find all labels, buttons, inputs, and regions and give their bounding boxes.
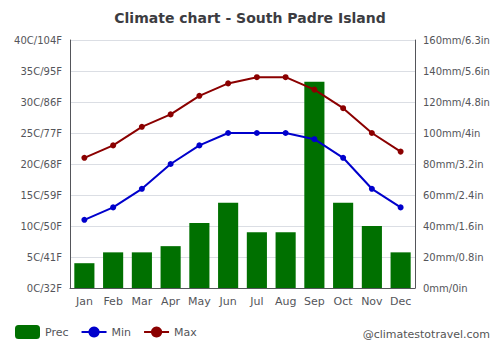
svg-text:May: May — [188, 295, 211, 308]
svg-text:60mm/2.4in: 60mm/2.4in — [423, 190, 484, 201]
svg-text:140mm/5.6in: 140mm/5.6in — [423, 66, 490, 77]
svg-text:Jul: Jul — [249, 295, 263, 308]
svg-text:Climate chart - South Padre Is: Climate chart - South Padre Island — [114, 10, 385, 26]
svg-text:160mm/6.3in: 160mm/6.3in — [423, 35, 490, 46]
svg-text:20C/68F: 20C/68F — [20, 159, 62, 170]
svg-text:Aug: Aug — [275, 295, 296, 308]
svg-text:100mm/4in: 100mm/4in — [423, 128, 480, 139]
svg-text:Feb: Feb — [103, 295, 122, 308]
svg-text:120mm/4.8in: 120mm/4.8in — [423, 97, 490, 108]
svg-text:Max: Max — [174, 326, 197, 339]
svg-text:0C/32F: 0C/32F — [27, 283, 62, 294]
svg-text:Jun: Jun — [219, 295, 237, 308]
svg-text:10C/50F: 10C/50F — [20, 221, 62, 232]
svg-text:Mar: Mar — [131, 295, 152, 308]
svg-text:35C/95F: 35C/95F — [20, 66, 62, 77]
svg-text:0mm/0in: 0mm/0in — [423, 283, 468, 294]
svg-text:20mm/0.8in: 20mm/0.8in — [423, 252, 484, 263]
svg-text:Oct: Oct — [334, 295, 354, 308]
svg-text:5C/41F: 5C/41F — [27, 252, 62, 263]
svg-text:@climatestotravel.com: @climatestotravel.com — [363, 328, 490, 341]
svg-text:80mm/3.2in: 80mm/3.2in — [423, 159, 484, 170]
svg-text:Apr: Apr — [161, 295, 181, 308]
svg-text:Jan: Jan — [75, 295, 93, 308]
svg-text:Prec: Prec — [45, 326, 69, 339]
svg-text:Min: Min — [112, 326, 132, 339]
svg-text:40mm/1.6in: 40mm/1.6in — [423, 221, 484, 232]
svg-text:Sep: Sep — [304, 295, 325, 308]
svg-text:Dec: Dec — [390, 295, 411, 308]
svg-text:25C/77F: 25C/77F — [20, 128, 62, 139]
svg-text:40C/104F: 40C/104F — [14, 35, 62, 46]
svg-text:30C/86F: 30C/86F — [20, 97, 62, 108]
svg-text:Nov: Nov — [361, 295, 383, 308]
svg-text:15C/59F: 15C/59F — [20, 190, 62, 201]
